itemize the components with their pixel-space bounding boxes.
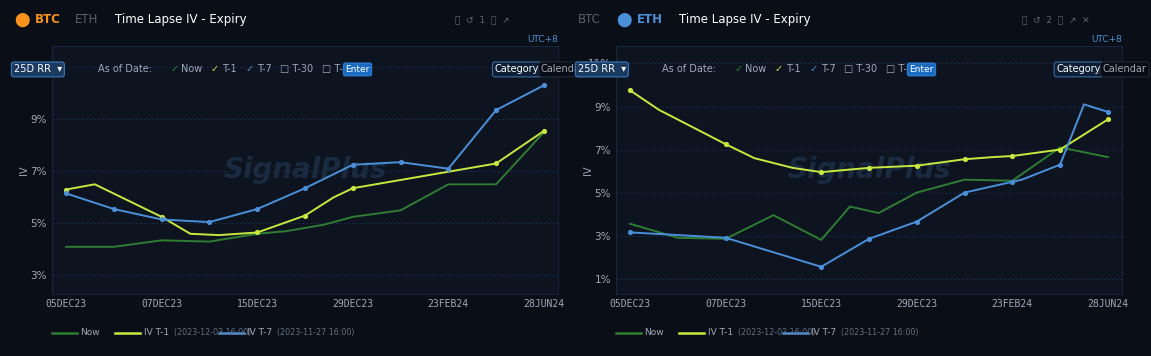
- Text: IV T-1: IV T-1: [144, 328, 169, 337]
- Point: [152, 214, 170, 220]
- Text: IV T-1: IV T-1: [708, 328, 733, 337]
- Text: T-1: T-1: [786, 64, 801, 74]
- Point: [487, 107, 505, 113]
- Text: Category: Category: [1057, 64, 1102, 74]
- Text: IV T-7: IV T-7: [247, 328, 273, 337]
- Point: [344, 162, 363, 168]
- Point: [908, 163, 927, 168]
- Text: T-7: T-7: [821, 64, 836, 74]
- Point: [716, 235, 734, 241]
- Text: (2023-12-03 16:00): (2023-12-03 16:00): [174, 328, 251, 337]
- Text: BTC: BTC: [578, 13, 601, 26]
- Point: [1004, 153, 1022, 159]
- Text: Calendar: Calendar: [1103, 64, 1146, 74]
- Text: ✓: ✓: [734, 64, 742, 74]
- Text: (2023-12-03 16:00): (2023-12-03 16:00): [738, 328, 815, 337]
- Point: [620, 230, 639, 235]
- Point: [105, 206, 123, 212]
- Point: [860, 165, 878, 171]
- Point: [811, 169, 830, 175]
- Text: □ T-: □ T-: [886, 64, 907, 74]
- Text: Time Lapse IV - Expiry: Time Lapse IV - Expiry: [115, 13, 246, 26]
- Text: IV: IV: [582, 165, 593, 175]
- Text: UTC+8: UTC+8: [1091, 35, 1122, 44]
- Point: [860, 236, 878, 242]
- Text: Enter: Enter: [909, 65, 933, 74]
- Text: □ T-30: □ T-30: [280, 64, 313, 74]
- Text: Enter: Enter: [345, 65, 369, 74]
- Text: 25D RR  ▾: 25D RR ▾: [14, 64, 62, 74]
- Text: ✓: ✓: [245, 64, 253, 74]
- Point: [908, 219, 927, 225]
- Point: [200, 219, 219, 225]
- Point: [152, 216, 170, 222]
- Text: Now: Now: [745, 64, 765, 74]
- Point: [955, 156, 974, 162]
- Text: □ T-30: □ T-30: [844, 64, 877, 74]
- Text: Time Lapse IV - Expiry: Time Lapse IV - Expiry: [679, 13, 810, 26]
- Text: T-1: T-1: [222, 64, 237, 74]
- Point: [440, 166, 458, 172]
- Text: Category: Category: [495, 64, 540, 74]
- Point: [56, 187, 75, 192]
- Point: [247, 206, 266, 212]
- Text: ✓: ✓: [809, 64, 817, 74]
- Text: ⬤: ⬤: [616, 12, 631, 27]
- Text: (2023-11-27 16:00): (2023-11-27 16:00): [841, 328, 918, 337]
- Text: □ T-: □ T-: [322, 64, 343, 74]
- Text: Now: Now: [645, 328, 664, 337]
- Text: UTC+8: UTC+8: [527, 35, 558, 44]
- Text: BTC: BTC: [35, 13, 60, 26]
- Text: ✓: ✓: [775, 64, 783, 74]
- Point: [535, 83, 554, 88]
- Text: ETH: ETH: [637, 13, 663, 26]
- Text: T-7: T-7: [257, 64, 272, 74]
- Point: [1099, 109, 1118, 115]
- Text: SignalPlus: SignalPlus: [223, 156, 387, 184]
- Point: [344, 185, 363, 191]
- Point: [955, 190, 974, 195]
- Point: [716, 141, 734, 147]
- Text: As of Date:: As of Date:: [662, 64, 716, 74]
- Point: [1051, 147, 1069, 152]
- Text: ✓: ✓: [170, 64, 178, 74]
- Text: ⤢  ↺  2  ⧉  ↗  ✕: ⤢ ↺ 2 ⧉ ↗ ✕: [1022, 15, 1090, 24]
- Point: [296, 213, 314, 219]
- Point: [535, 128, 554, 134]
- Text: Now: Now: [181, 64, 201, 74]
- Text: IV: IV: [18, 165, 29, 175]
- Point: [1099, 116, 1118, 122]
- Point: [247, 230, 266, 235]
- Point: [1004, 179, 1022, 185]
- Text: ETH: ETH: [75, 13, 98, 26]
- Text: IV T-7: IV T-7: [811, 328, 837, 337]
- Point: [391, 159, 410, 165]
- Text: 25D RR  ▾: 25D RR ▾: [578, 64, 626, 74]
- Point: [811, 264, 830, 269]
- Text: As of Date:: As of Date:: [98, 64, 152, 74]
- Point: [1051, 162, 1069, 167]
- Point: [487, 161, 505, 166]
- Text: Calendar: Calendar: [541, 64, 585, 74]
- Text: ✓: ✓: [211, 64, 219, 74]
- Text: ⬤: ⬤: [14, 12, 29, 27]
- Text: ⤢  ↺  1  ⧉  ↗: ⤢ ↺ 1 ⧉ ↗: [455, 15, 509, 24]
- Point: [56, 190, 75, 196]
- Point: [296, 185, 314, 191]
- Text: (2023-11-27 16:00): (2023-11-27 16:00): [277, 328, 355, 337]
- Text: SignalPlus: SignalPlus: [787, 156, 951, 184]
- Text: Now: Now: [81, 328, 100, 337]
- Point: [620, 88, 639, 93]
